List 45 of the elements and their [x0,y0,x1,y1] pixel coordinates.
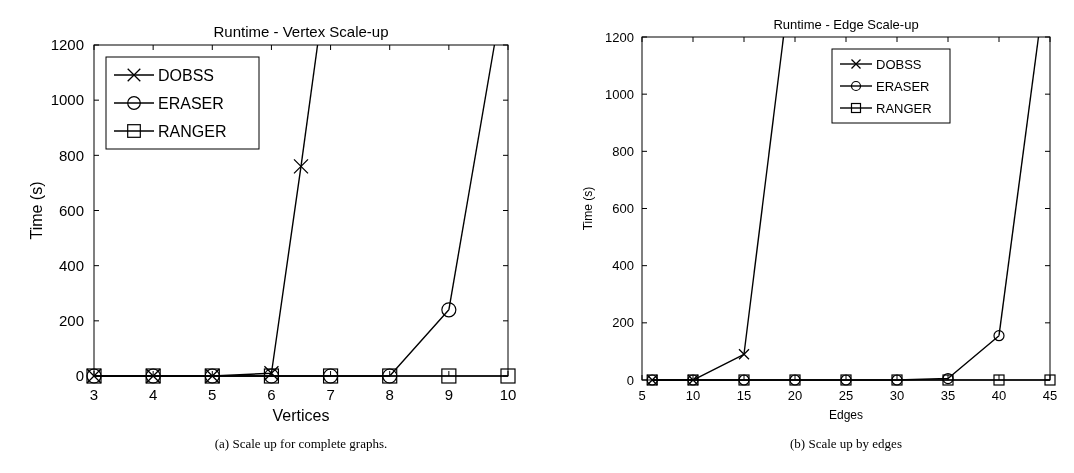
x-axis-title: Vertices [272,407,330,424]
y-tick-label: 200 [58,312,84,330]
y-tick-label: 1200 [50,36,84,54]
x-tick-label: 10 [685,388,701,403]
y-tick-label: 1200 [605,29,634,45]
chart-title: Runtime - Vertex Scale-up [213,23,389,40]
y-tick-label: 1000 [50,91,84,109]
y-tick-label: 400 [58,256,84,274]
x-tick-label: 30 [889,388,905,403]
x-tick-label: 35 [940,388,956,403]
legend-label: ERASER [876,78,930,94]
y-tick-label: 800 [612,143,634,159]
chart-title: Runtime - Edge Scale-up [773,17,919,32]
x-axis-title: Edges [828,408,864,422]
x-tick-label: 20 [787,388,803,403]
x-tick-label: 5 [208,386,217,403]
y-axis-title: Time (s) [28,181,45,240]
y-tick-label: 0 [626,372,634,388]
x-tick-label: 10 [499,386,517,403]
legend-label: DOBSS [876,56,922,72]
x-tick-label: 8 [385,386,394,403]
x-tick-label: 40 [991,388,1007,403]
y-tick-label: 600 [612,201,634,217]
legend-label: DOBSS [158,66,215,84]
y-tick-label: 800 [58,146,84,164]
y-tick-label: 200 [612,315,634,331]
x-tick-label: 5 [638,388,646,403]
x-tick-label: 3 [89,386,99,403]
legend-label: RANGER [876,100,932,116]
x-tick-label: 25 [838,388,854,403]
y-axis-title: Time (s) [581,186,595,231]
x-tick-label: 7 [326,386,335,403]
x-tick-label: 4 [148,386,158,403]
y-tick-label: 400 [612,258,634,274]
y-tick-label: 600 [58,201,84,219]
x-tick-label: 9 [444,386,454,403]
legend-label: ERASER [158,94,224,112]
x-tick-label: 6 [267,386,276,403]
text: (b) Scale up by edges [790,436,902,451]
x-tick-label: 15 [736,388,752,403]
y-tick-label: 0 [75,367,84,385]
x-tick-label: 45 [1042,388,1058,403]
y-tick-label: 1000 [605,86,634,102]
text: (a) Scale up for complete graphs. [214,436,388,451]
legend-label: RANGER [158,122,227,140]
